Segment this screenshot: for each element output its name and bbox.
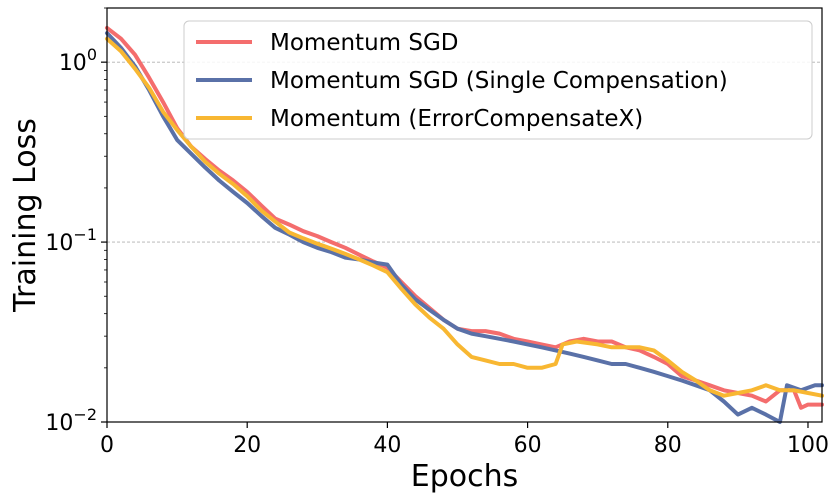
x-tick-label-2: 40 [373,433,401,458]
x-tick-label-0: 0 [100,433,114,458]
y-tick-label-1: 10−1 [45,225,97,256]
legend-box [183,20,813,140]
x-tick-label-1: 20 [233,433,261,458]
x-tick-label-3: 60 [514,433,542,458]
y-axis-ticks: 10−2 10−1 100 [45,7,107,436]
series-line-0 [105,25,824,410]
series-line-2 [105,36,824,398]
axes-frame [106,7,823,423]
x-tick-label-4: 80 [654,433,682,458]
legend-label-0: Momentum SGD [270,30,459,56]
legend: Momentum SGD Momentum SGD (Single Compens… [183,20,813,140]
x-axis-title: Epochs [411,459,519,494]
legend-label-1: Momentum SGD (Single Compensation) [270,68,728,94]
y-axis-title: Training Loss [8,118,43,313]
y-tick-label-0: 10−2 [45,405,97,436]
x-axis-ticks: 0 20 40 60 80 100 [100,422,829,458]
legend-label-2: Momentum (ErrorCompensateX) [270,106,643,132]
y-tick-label-2: 100 [59,45,97,76]
x-tick-label-5: 100 [787,433,829,458]
series-lines [105,25,824,424]
